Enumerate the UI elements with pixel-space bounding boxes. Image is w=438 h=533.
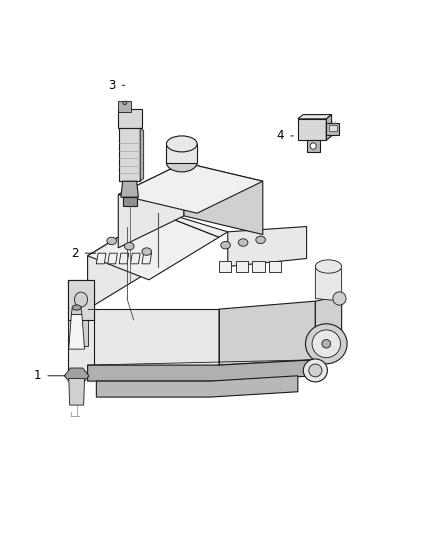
Polygon shape <box>131 253 140 264</box>
Ellipse shape <box>305 324 347 364</box>
Polygon shape <box>88 213 158 309</box>
Polygon shape <box>228 227 307 266</box>
Polygon shape <box>158 211 228 237</box>
Polygon shape <box>298 115 332 119</box>
Ellipse shape <box>221 241 230 249</box>
Polygon shape <box>69 378 85 405</box>
Polygon shape <box>118 163 184 248</box>
Ellipse shape <box>256 236 265 244</box>
Polygon shape <box>166 144 197 163</box>
Polygon shape <box>315 296 342 360</box>
Polygon shape <box>68 280 94 320</box>
Polygon shape <box>236 261 248 272</box>
Polygon shape <box>119 253 129 264</box>
Polygon shape <box>69 314 85 349</box>
Ellipse shape <box>312 330 341 358</box>
Polygon shape <box>68 282 88 346</box>
Polygon shape <box>64 368 89 384</box>
Polygon shape <box>96 253 106 264</box>
Polygon shape <box>142 253 152 264</box>
Ellipse shape <box>333 292 346 305</box>
Polygon shape <box>88 309 219 365</box>
Polygon shape <box>269 261 281 272</box>
Text: 3: 3 <box>108 79 115 92</box>
Polygon shape <box>96 376 298 397</box>
Text: 4: 4 <box>276 130 284 142</box>
Ellipse shape <box>303 359 328 382</box>
Ellipse shape <box>166 136 197 152</box>
Ellipse shape <box>124 243 134 250</box>
Ellipse shape <box>107 237 117 245</box>
Polygon shape <box>298 119 326 140</box>
Ellipse shape <box>310 143 316 149</box>
Polygon shape <box>307 140 320 152</box>
Polygon shape <box>326 115 332 140</box>
Polygon shape <box>329 125 337 131</box>
Text: 1: 1 <box>33 369 41 382</box>
Polygon shape <box>88 213 219 280</box>
Polygon shape <box>140 128 144 181</box>
Ellipse shape <box>74 292 88 307</box>
Ellipse shape <box>322 340 331 348</box>
Polygon shape <box>123 197 137 206</box>
Polygon shape <box>118 163 263 213</box>
Polygon shape <box>119 128 140 181</box>
Polygon shape <box>131 128 138 133</box>
Polygon shape <box>184 163 263 235</box>
Polygon shape <box>118 101 131 112</box>
Polygon shape <box>108 253 117 264</box>
Polygon shape <box>88 360 315 381</box>
Polygon shape <box>219 301 315 365</box>
Ellipse shape <box>123 101 127 104</box>
Ellipse shape <box>72 305 81 310</box>
Polygon shape <box>121 181 138 197</box>
Ellipse shape <box>142 248 152 255</box>
Polygon shape <box>315 266 342 301</box>
Polygon shape <box>326 123 339 135</box>
Polygon shape <box>219 261 231 272</box>
Ellipse shape <box>238 239 248 246</box>
Ellipse shape <box>166 154 197 172</box>
Text: 2: 2 <box>71 247 78 260</box>
Ellipse shape <box>309 364 322 377</box>
Ellipse shape <box>315 260 342 273</box>
Polygon shape <box>252 261 265 272</box>
Polygon shape <box>71 308 82 314</box>
Polygon shape <box>118 109 142 128</box>
Polygon shape <box>68 280 94 373</box>
